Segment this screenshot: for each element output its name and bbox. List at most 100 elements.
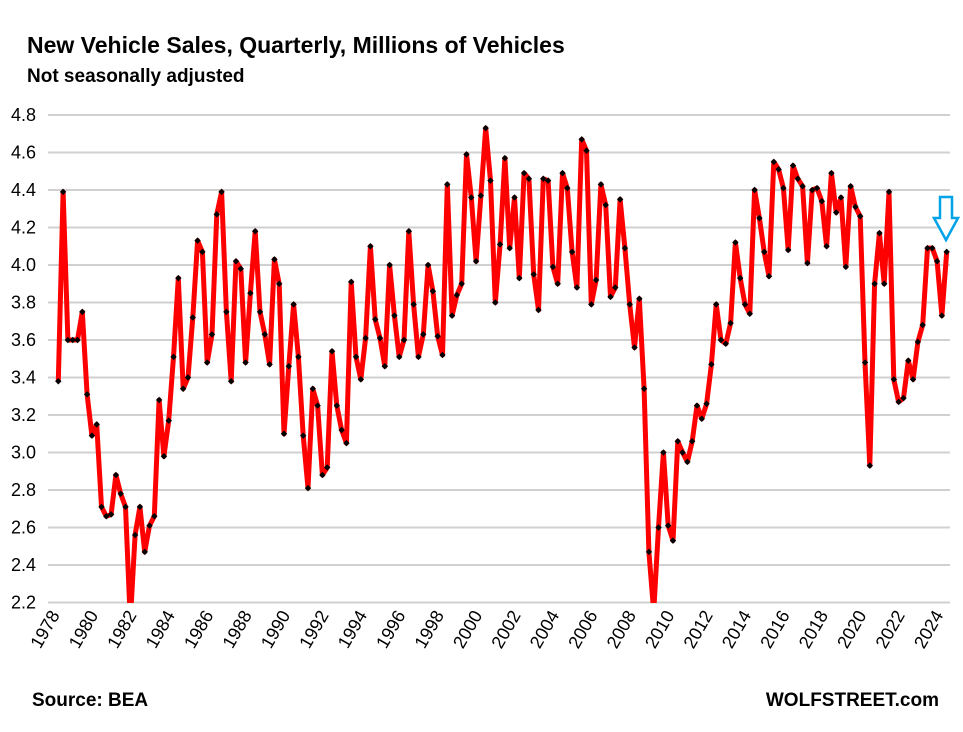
data-point: [141, 548, 148, 556]
x-tick-label: 1998: [411, 607, 448, 652]
data-point: [463, 151, 470, 158]
chart-subtitle: Not seasonally adjusted: [27, 66, 245, 87]
data-point: [266, 361, 273, 368]
data-point: [933, 258, 941, 265]
data-point: [943, 248, 950, 256]
data-point: [232, 258, 240, 265]
x-tick-label: 1986: [180, 607, 217, 652]
data-point: [223, 308, 230, 316]
data-point: [746, 310, 753, 317]
data-point: [59, 188, 67, 196]
x-tick-label: 2020: [833, 607, 870, 652]
data-point: [492, 299, 499, 306]
data-point: [117, 490, 124, 497]
data-point: [165, 417, 172, 424]
data-point: [568, 248, 576, 256]
data-point: [501, 154, 509, 162]
x-tick-label: 2012: [679, 607, 716, 652]
data-point: [583, 147, 590, 154]
data-point: [362, 334, 369, 342]
data-point: [170, 353, 177, 361]
data-point: [588, 301, 595, 308]
data-point: [122, 503, 129, 511]
data-point: [876, 229, 883, 237]
data-point: [842, 263, 850, 271]
data-point: [213, 211, 220, 218]
data-point: [352, 353, 360, 361]
y-tick-label: 3.4: [11, 368, 36, 388]
x-tick-label: 2004: [526, 607, 563, 652]
y-tick-label: 4.6: [11, 143, 36, 163]
y-tick-label: 4.0: [11, 255, 36, 275]
data-point: [708, 361, 715, 368]
data-point: [520, 169, 528, 177]
data-point: [703, 400, 710, 407]
y-tick-label: 3.6: [11, 330, 36, 350]
x-tick-label: 2016: [756, 607, 793, 652]
x-tick-label: 1994: [334, 607, 371, 652]
data-point: [660, 449, 667, 456]
data-point: [103, 513, 110, 520]
data-point: [400, 336, 408, 344]
data-point: [626, 301, 633, 308]
y-tick-label: 4.2: [11, 218, 36, 238]
data-point: [717, 336, 725, 344]
data-point: [837, 194, 845, 201]
chart-title: New Vehicle Sales, Quarterly, Millions o…: [27, 32, 565, 58]
data-point: [55, 378, 62, 385]
data-point: [199, 248, 206, 256]
data-point: [487, 177, 494, 184]
data-point: [597, 181, 605, 188]
data-point: [890, 376, 898, 383]
data-point: [319, 471, 326, 479]
data-point: [540, 175, 547, 182]
y-axis: 2.2 2.4 2.6 2.8 3.0 3.2 3.4 3.6 3.8 4.0 4.2 4.4 4.6 4…: [11, 105, 36, 613]
data-point: [544, 177, 552, 184]
x-tick-label: 2024: [910, 607, 947, 652]
data-point: [914, 338, 922, 346]
series-markers: [55, 124, 950, 556]
data-point: [636, 295, 643, 302]
data-point: [578, 136, 585, 143]
data-point: [189, 314, 196, 321]
brand-label: WOLFSTREET.com: [765, 690, 939, 711]
y-tick-label: 2.4: [11, 555, 36, 575]
data-point: [131, 531, 139, 539]
data-point: [760, 248, 768, 256]
y-tick-label: 2.8: [11, 480, 36, 500]
data-point: [256, 308, 264, 316]
data-point: [175, 274, 182, 282]
data-point: [208, 331, 216, 338]
data-point: [530, 271, 537, 278]
data-point: [343, 439, 350, 447]
data-point: [506, 244, 513, 252]
data-point: [727, 319, 734, 327]
data-point: [247, 289, 254, 297]
data-point: [645, 548, 653, 556]
data-point: [698, 415, 705, 422]
down-arrow-icon: [931, 195, 961, 243]
data-point: [458, 280, 465, 287]
data-point: [664, 522, 672, 529]
data-point: [194, 237, 201, 244]
y-tick-label: 3.8: [11, 293, 36, 313]
data-point: [338, 426, 345, 434]
x-tick-label: 1982: [103, 607, 140, 652]
data-point: [616, 196, 624, 203]
data-point: [420, 331, 427, 338]
data-point: [93, 421, 100, 428]
data-point: [146, 522, 153, 529]
data-point: [218, 188, 225, 196]
x-tick-label: 2022: [872, 607, 909, 652]
data-point: [472, 258, 480, 265]
data-point: [919, 321, 926, 329]
data-point: [314, 402, 321, 409]
data-point: [415, 353, 422, 361]
data-point: [184, 374, 192, 381]
data-point: [809, 186, 816, 194]
data-point: [828, 169, 835, 177]
data-point: [83, 391, 91, 398]
data-point: [242, 359, 249, 366]
data-point: [367, 243, 374, 250]
data-point: [328, 348, 336, 355]
